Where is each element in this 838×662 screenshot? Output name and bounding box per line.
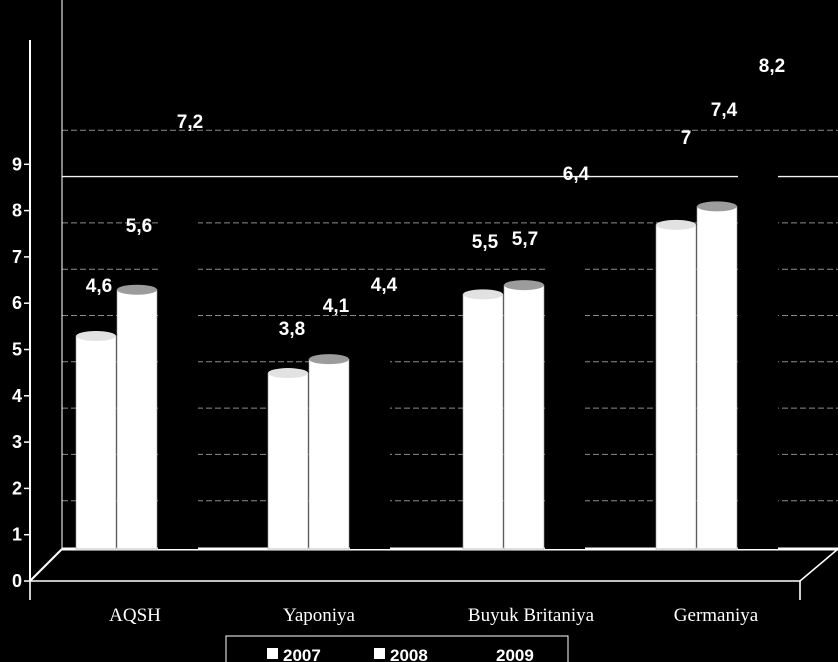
bar-2007 [655,224,697,550]
floor-left-edge [29,548,63,582]
y-tick-label: 4 [12,386,22,406]
y-tick-label: 7 [12,247,22,267]
data-label-2007: 4,6 [86,276,112,297]
data-label-2009: 8,2 [759,56,785,77]
bar-2007 [462,294,504,550]
data-label-2008: 5,7 [512,229,538,250]
bar-2008 [503,284,545,550]
data-label-2008: 7,4 [711,100,738,121]
data-label-2009: 7,2 [177,112,203,133]
data-label-2007: 5,5 [472,232,499,253]
legend-label-2009: 2009 [496,646,534,662]
legend-label-2007: 2007 [283,646,321,662]
bar-2009 [738,169,778,549]
bar-top-2008 [117,284,157,295]
y-tick-label: 8 [12,201,22,221]
bar-2009 [158,215,198,549]
y-tick-label: 9 [12,154,22,174]
bar-top-2008 [697,201,737,212]
x-tick-label: AQSH [109,605,161,626]
legend-box [225,635,569,662]
bar-top-2008 [504,280,544,291]
x-tick-label: Yaponiya [283,605,356,626]
bar-2009 [545,252,585,549]
bar-2007 [75,335,117,550]
bar-top-2007 [656,219,696,230]
bars [75,169,778,550]
bar-2008 [696,206,738,550]
y-axis-ticks: 0 1 2 3 4 5 6 7 8 9 [12,154,30,591]
y-tick-label: 2 [12,478,22,498]
data-label-2007: 7 [681,128,692,149]
bar-top-2007 [268,368,308,379]
floor-right-edge [799,548,838,582]
x-tick-label: Buyuk Britaniya [468,605,595,626]
data-labels: 4,6 3,8 5,5 7 5,6 4,1 5,7 7,4 7,2 4,4 6,4 8,2 [86,56,785,340]
bar-2007 [267,372,309,550]
legend: 2007 2008 2009 [225,635,569,662]
legend-label-2008: 2008 [390,646,428,662]
data-label-2008: 4,1 [323,296,350,317]
data-label-2009: 4,4 [371,275,398,296]
legend-swatch-2009 [480,648,491,659]
bar-2009 [350,345,390,549]
bar-top-2008 [309,354,349,365]
bar-top-2007 [463,289,503,300]
y-tick-label: 0 [12,571,22,591]
bar-2008 [116,289,158,550]
data-label-2007: 3,8 [279,319,305,340]
y-tick-label: 5 [12,340,22,360]
y-tick-label: 3 [12,432,22,452]
x-axis-ticks: AQSH Yaponiya Buyuk Britaniya Germaniya [109,605,759,626]
legend-swatch-2007 [267,648,278,659]
y-tick-label: 6 [12,293,22,313]
legend-swatch-2008 [374,648,385,659]
bar-2008 [308,358,350,550]
data-label-2009: 6,4 [563,164,590,185]
y-tick-label: 1 [12,525,22,545]
data-label-2008: 5,6 [126,216,152,237]
bar-top-2007 [76,331,116,342]
x-tick-label: Germaniya [674,605,759,626]
